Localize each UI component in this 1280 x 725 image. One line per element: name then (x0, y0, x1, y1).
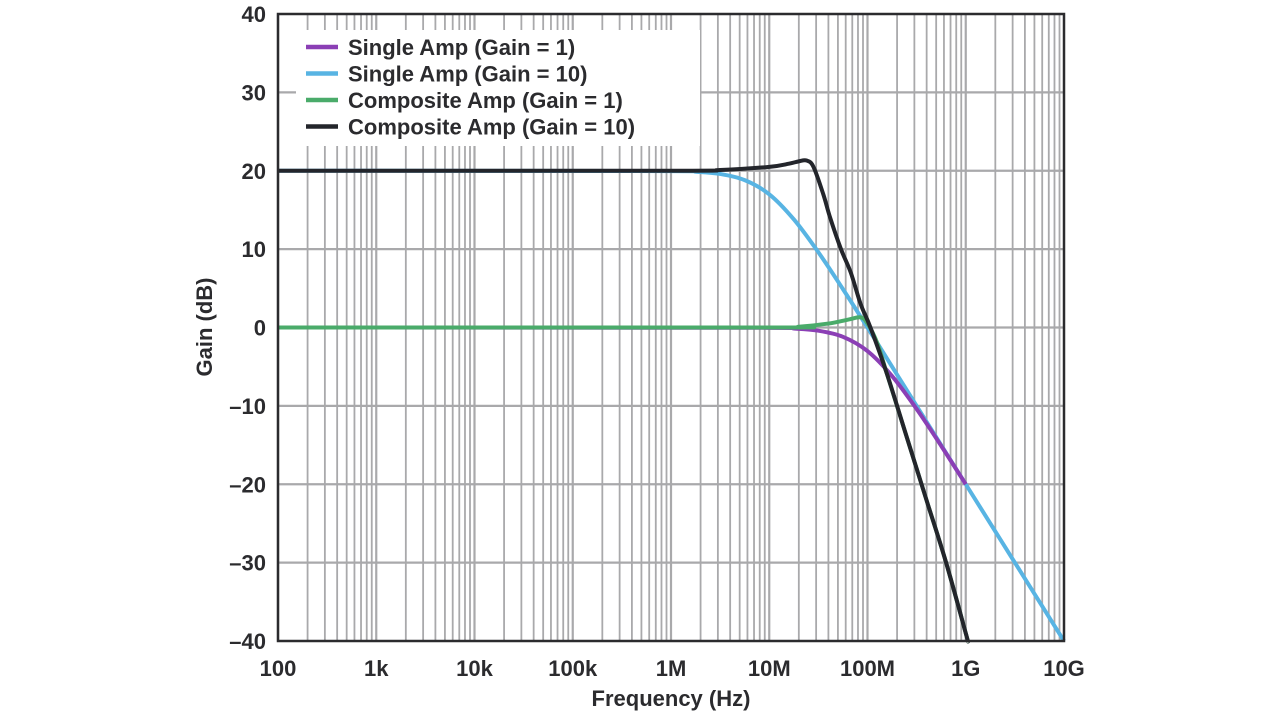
plot-border (276, 12, 1066, 643)
x-tick-label: 1G (951, 656, 980, 681)
x-tick-label: 100M (840, 656, 895, 681)
x-tick-label: 100 (260, 656, 297, 681)
y-tick-label: 20 (242, 159, 266, 184)
y-axis-label: Gain (dB) (192, 278, 217, 377)
legend-background (296, 30, 700, 146)
y-tick-labels: 40 30 20 10 0 –10 –20 –30 –40 (229, 2, 266, 654)
x-tick-label: 100k (548, 656, 598, 681)
series-lines (277, 158, 1066, 644)
series-line-3 (277, 158, 970, 644)
x-tick-label: 10G (1043, 656, 1085, 681)
x-tick-label: 10M (748, 656, 791, 681)
y-tick-label: 10 (242, 237, 266, 262)
legend-label: Composite Amp (Gain = 1) (348, 88, 623, 113)
y-tick-label: 30 (242, 80, 266, 105)
legend-label: Single Amp (Gain = 10) (348, 62, 587, 87)
y-tick-label: –40 (229, 629, 266, 654)
y-tick-label: –30 (229, 551, 266, 576)
series-line-2 (277, 315, 970, 644)
legend-label: Composite Amp (Gain = 10) (348, 115, 635, 140)
x-tick-labels: 100 1k 10k 100k 1M 10M 100M 1G 10G (260, 656, 1085, 681)
y-tick-label: –20 (229, 472, 266, 497)
y-tick-label: 0 (254, 316, 266, 341)
x-axis-label: Frequency (Hz) (592, 686, 751, 711)
y-tick-label: 40 (242, 2, 266, 27)
x-tick-label: 1M (656, 656, 687, 681)
x-tick-label: 10k (456, 656, 493, 681)
legend-label: Single Amp (Gain = 1) (348, 35, 575, 60)
legend: Single Amp (Gain = 1)Single Amp (Gain = … (296, 30, 700, 146)
y-tick-label: –10 (229, 394, 266, 419)
x-tick-label: 1k (364, 656, 389, 681)
